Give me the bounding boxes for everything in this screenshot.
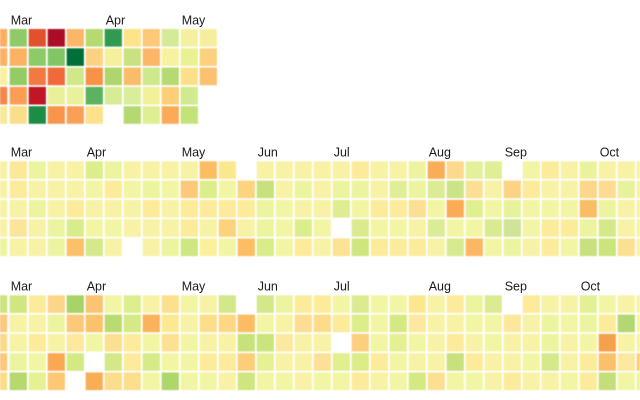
svg-text:Sep: Sep: [505, 146, 527, 160]
svg-text:Mar: Mar: [11, 279, 33, 293]
svg-text:Jul: Jul: [334, 279, 350, 293]
svg-text:Mar: Mar: [11, 146, 33, 160]
svg-text:Oct: Oct: [600, 146, 620, 160]
svg-text:Jun: Jun: [258, 279, 278, 293]
svg-text:Apr: Apr: [87, 146, 106, 160]
svg-text:May: May: [182, 279, 206, 293]
svg-text:Aug: Aug: [429, 146, 451, 160]
svg-text:Mar: Mar: [11, 13, 33, 27]
svg-text:Jun: Jun: [258, 146, 278, 160]
svg-text:Apr: Apr: [87, 279, 106, 293]
svg-text:Oct: Oct: [581, 279, 601, 293]
svg-text:May: May: [182, 146, 206, 160]
svg-text:Apr: Apr: [106, 13, 125, 27]
svg-text:May: May: [182, 13, 206, 27]
svg-text:Sep: Sep: [505, 279, 527, 293]
svg-text:Jul: Jul: [334, 146, 350, 160]
svg-text:Aug: Aug: [429, 279, 451, 293]
